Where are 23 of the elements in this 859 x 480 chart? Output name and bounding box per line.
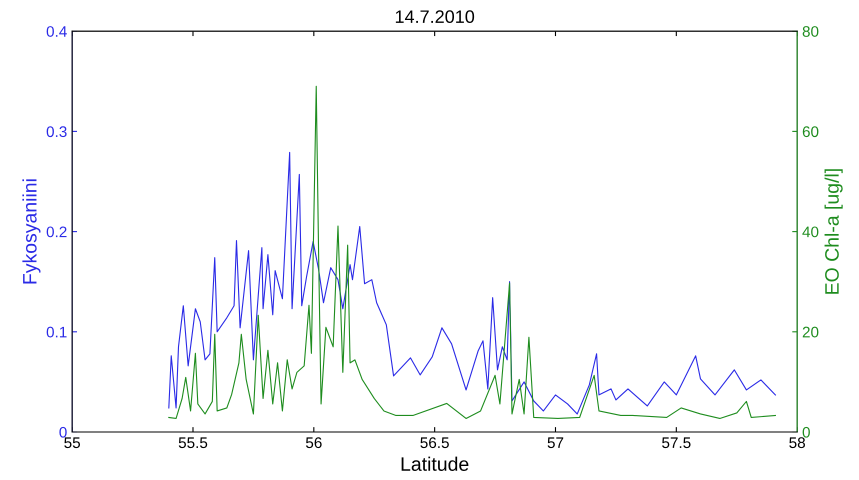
y2-tick-label: 60 <box>802 126 818 138</box>
x-tick-label: 56 <box>306 437 322 448</box>
y2-tick-label: 20 <box>802 326 818 338</box>
y-tick-label: 0.1 <box>46 326 67 338</box>
x-tick-label: 57.5 <box>662 437 691 448</box>
line-series <box>168 86 776 420</box>
y-axis-title: Fykosyaniini <box>22 179 41 284</box>
y2-tick-label: 40 <box>802 226 818 238</box>
x-axis-title: Latitude <box>402 456 468 471</box>
y2-axis-title: EO Chl-a [ug/l] <box>824 169 843 294</box>
y-tick-label: 0.4 <box>46 26 67 37</box>
y-tick-label: 0.3 <box>46 126 67 138</box>
x-tick-label: 58 <box>789 437 805 448</box>
x-tick-label: 55 <box>64 437 80 448</box>
x-tick-label: 56.5 <box>420 437 449 448</box>
x-tick-label: 55.5 <box>178 437 208 448</box>
x-tick-label: 57 <box>548 437 564 448</box>
line-series <box>168 152 776 415</box>
y-tick-label: 0 <box>59 426 67 438</box>
chart-title: 14.7.2010 <box>396 10 474 24</box>
y-tick-label: 0.2 <box>46 226 67 238</box>
y2-tick-label: 0 <box>802 426 810 438</box>
y2-tick-label: 80 <box>802 26 818 37</box>
